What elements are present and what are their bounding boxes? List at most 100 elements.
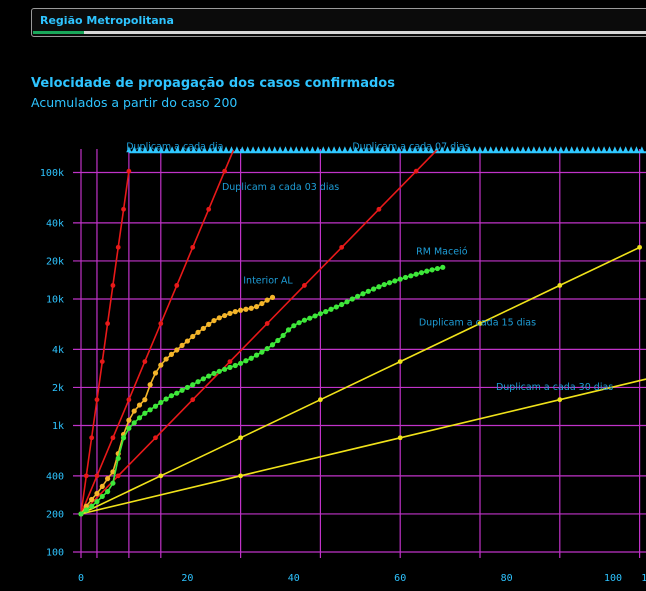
ceiling-triangle (250, 146, 256, 153)
data-point (307, 315, 313, 321)
chart-subtitle: Acumulados a partir do caso 200 (31, 95, 238, 110)
data-point (174, 390, 180, 396)
series (78, 150, 646, 517)
ceiling-triangle (320, 146, 326, 153)
x-tick-label: 80 (501, 573, 513, 584)
series-duplicam-a-cada-03-dias (80, 150, 235, 515)
data-point (110, 283, 116, 288)
ceiling-triangle (482, 146, 488, 153)
region-progress-fill (33, 31, 84, 34)
data-point (339, 244, 345, 250)
ceiling-triangle (201, 146, 208, 153)
region-progress-track (33, 31, 646, 34)
data-point (163, 396, 169, 402)
data-point (136, 415, 143, 421)
ceiling-triangle (266, 146, 272, 153)
data-point (424, 268, 430, 274)
data-point (190, 397, 196, 403)
data-point (248, 355, 254, 361)
data-point (222, 168, 228, 174)
ceiling-marker (126, 146, 646, 154)
series-duplicam-a-cada-07-dias (80, 150, 438, 515)
data-point (200, 376, 206, 382)
data-point (243, 358, 249, 364)
data-point (83, 473, 89, 479)
ceiling-triangle (558, 146, 564, 153)
data-point (153, 435, 158, 441)
ceiling-triangle (147, 146, 154, 153)
data-point (243, 306, 249, 312)
ceiling-triangle (493, 146, 499, 153)
data-point (131, 408, 137, 414)
ceiling-triangle (245, 146, 251, 153)
data-point (195, 329, 201, 335)
data-point (158, 399, 164, 406)
series-line (80, 296, 273, 515)
ceiling-triangle (466, 146, 472, 153)
x-tick-label: 0 (78, 573, 84, 584)
data-point (142, 397, 148, 403)
annotations: Duplicam a cada dia Duplicam a cada 03 di… (126, 141, 613, 393)
ceiling-triangle (585, 146, 591, 153)
y-tick-label: 1k (52, 421, 64, 432)
ceiling-triangle (498, 146, 505, 153)
ceiling-triangle (385, 146, 391, 153)
ceiling-triangle (574, 146, 580, 153)
ceiling-triangle (326, 146, 332, 153)
data-point (163, 356, 169, 362)
ceiling-triangle (293, 146, 299, 153)
ceiling-triangle (563, 146, 569, 153)
data-point (301, 317, 308, 323)
data-point (386, 280, 393, 286)
data-point (142, 410, 148, 416)
ceiling-triangle (234, 146, 240, 153)
data-point (285, 327, 292, 333)
data-point (158, 362, 164, 368)
y-tick-label: 40k (46, 218, 64, 229)
ceiling-triangle (272, 146, 278, 153)
ceiling-triangle (299, 146, 305, 153)
data-point (371, 286, 377, 292)
ceiling-triangle (126, 146, 132, 153)
data-point (126, 397, 132, 403)
ceiling-triangle (153, 146, 159, 153)
x-tick-label: 100 (604, 573, 622, 584)
series-label: Duplicam a cada 03 dias (222, 182, 339, 193)
x-tick-label: 60 (394, 573, 406, 584)
data-point (126, 425, 132, 431)
ceiling-triangle (390, 146, 397, 153)
data-point (120, 435, 127, 441)
data-point (397, 359, 403, 364)
ceiling-triangle (450, 146, 456, 153)
data-point (227, 310, 233, 316)
data-point (264, 321, 270, 326)
region-selector[interactable]: Região Metropolitana (31, 8, 646, 37)
data-point (115, 244, 121, 250)
ceiling-triangle (606, 146, 613, 153)
data-point (238, 435, 244, 441)
data-point (94, 473, 100, 479)
data-point (323, 309, 329, 315)
ceiling-triangle (288, 146, 294, 153)
series-line (80, 378, 646, 515)
data-point (312, 313, 318, 319)
ceiling-triangle (401, 146, 407, 153)
data-point (318, 397, 323, 403)
ceiling-triangle (380, 146, 386, 153)
data-point (89, 496, 95, 503)
y-tick-label: 10k (46, 295, 64, 306)
data-point (344, 299, 350, 305)
data-point (291, 323, 297, 329)
ceiling-triangle (439, 146, 445, 153)
data-point (115, 455, 121, 461)
data-point (328, 306, 334, 312)
data-point (296, 320, 302, 326)
data-point (179, 387, 185, 393)
data-point (238, 473, 244, 479)
data-point (222, 312, 228, 319)
data-point (94, 490, 100, 497)
data-point (147, 407, 153, 413)
ceiling-triangle (218, 146, 224, 153)
y-tick-label: 100 (46, 548, 64, 559)
data-point (131, 420, 137, 426)
